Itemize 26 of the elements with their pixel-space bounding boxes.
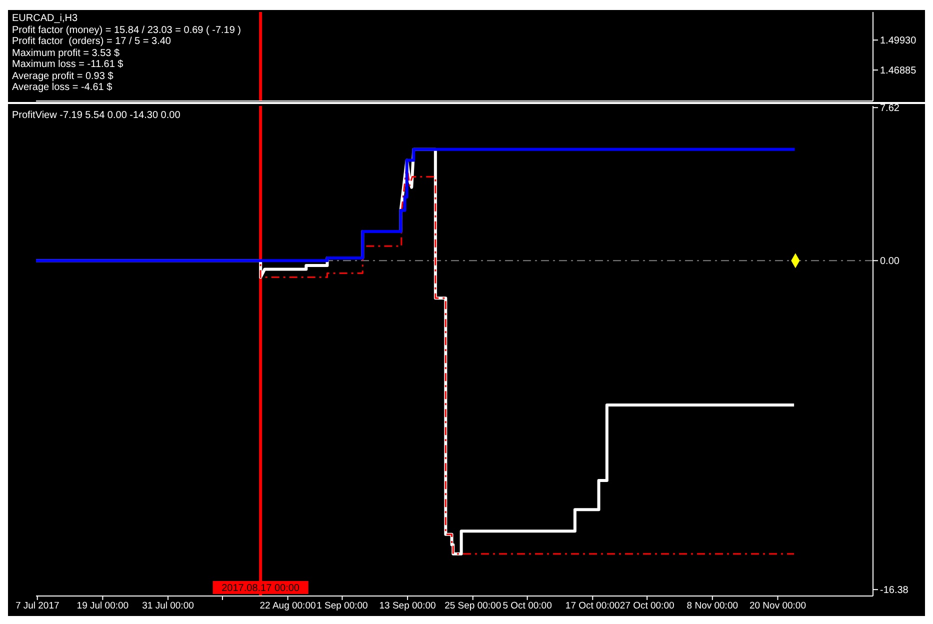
annotation: Maximum profit = 3.53 $ xyxy=(12,48,121,59)
ref-line-label: 2017.08.17 00:00 xyxy=(222,583,300,594)
x-tick-label: 31 Jul 00:00 xyxy=(142,600,194,612)
y-tick-label: 7.62 xyxy=(880,103,900,114)
y-tick-label: -16.38 xyxy=(880,585,909,596)
annotation: Average profit = 0.93 $ xyxy=(12,70,114,82)
y-tick-label: 1.49930 xyxy=(880,36,917,47)
x-tick-label: 20 Nov 00:00 xyxy=(749,600,806,612)
annotation: Maximum loss = -11.61 $ xyxy=(12,59,124,70)
x-tick-label: 5 Oct 00:00 xyxy=(502,600,552,612)
x-tick-label: 22 Aug 00:00 xyxy=(260,600,316,612)
x-tick-label: 17 Oct 00:00 xyxy=(565,600,620,612)
chart-subtitle: ProfitView -7.19 5.54 0.00 -14.30 0.00 xyxy=(12,110,180,122)
y-tick-label: 0.00 xyxy=(880,256,900,268)
chart-title: EURCAD_i,H3 xyxy=(12,13,79,24)
x-tick-label: 7 Jul 2017 xyxy=(15,600,60,612)
x-tick-label: 1 Sep 00:00 xyxy=(316,600,368,612)
annotation: Profit factor (money) = 15.84 / 23.03 = 0.69 ( -7.19 ) xyxy=(12,24,242,36)
x-tick-label: 19 Jul 00:00 xyxy=(76,600,129,612)
x-tick-label: 27 Oct 00:00 xyxy=(620,600,674,612)
x-tick-label: 8 Nov 00:00 xyxy=(686,600,738,612)
annotation: Average loss = -4.61 $ xyxy=(12,82,114,94)
x-tick-label: 25 Sep 00:00 xyxy=(444,600,502,612)
y-tick-label: 1.46885 xyxy=(880,66,917,77)
x-tick-label: 13 Sep 00:00 xyxy=(379,600,436,612)
annotation: Profit factor (orders) = 17 / 5 = 3.40 xyxy=(12,36,172,48)
